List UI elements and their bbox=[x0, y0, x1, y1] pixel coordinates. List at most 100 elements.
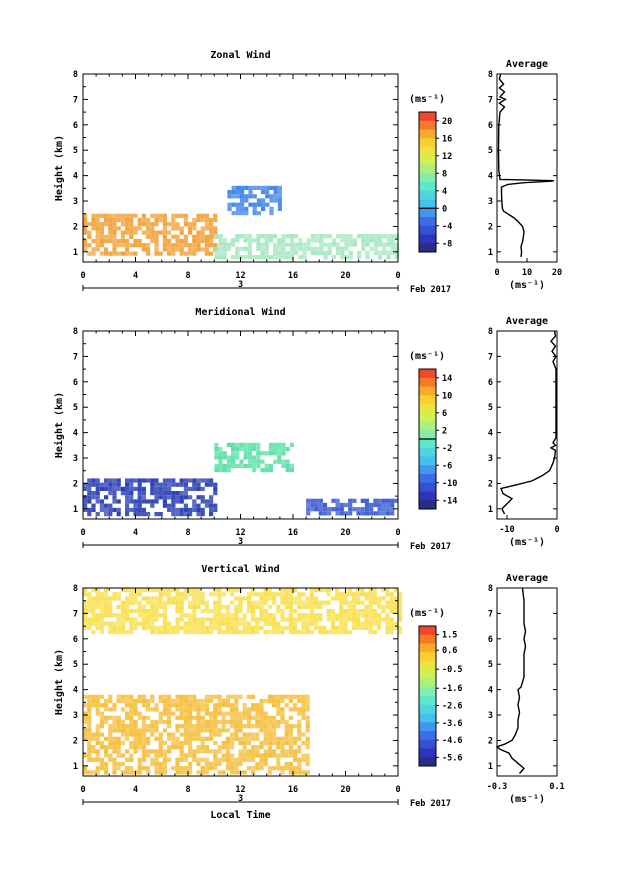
heatmap-cell bbox=[318, 511, 323, 516]
heatmap-cell bbox=[129, 753, 134, 758]
heatmap-cell bbox=[356, 511, 361, 516]
heatmap-cell bbox=[246, 621, 251, 626]
heatmap-cell bbox=[192, 625, 197, 630]
heatmap-cell bbox=[373, 502, 378, 508]
heatmap-cell bbox=[175, 617, 180, 622]
heatmap-cell bbox=[154, 600, 159, 605]
heatmap-cell bbox=[214, 246, 219, 251]
heatmap-cell bbox=[365, 242, 370, 247]
heatmap-cell bbox=[256, 202, 261, 207]
heatmap-cell bbox=[264, 468, 269, 473]
heatmap-cell bbox=[91, 745, 96, 750]
heatmap-cell bbox=[238, 728, 243, 733]
heatmap-cell bbox=[381, 588, 386, 593]
heatmap-cell bbox=[154, 703, 159, 708]
heatmap-cell bbox=[217, 609, 222, 614]
colorbar-segment bbox=[419, 439, 436, 449]
heatmap-cell bbox=[200, 499, 205, 504]
heatmap-cell bbox=[167, 230, 172, 235]
heatmap-cell bbox=[281, 238, 286, 243]
heatmap-cell bbox=[116, 724, 121, 729]
heatmap-cell bbox=[91, 238, 96, 244]
colorbar-segment bbox=[419, 386, 436, 396]
heatmap-cell bbox=[230, 766, 235, 771]
heatmap-cell bbox=[104, 707, 109, 712]
heatmap-cell bbox=[281, 442, 286, 447]
heatmap-cell bbox=[234, 711, 239, 716]
heatmap-cell bbox=[200, 507, 205, 512]
heatmap-cell bbox=[360, 600, 365, 605]
heatmap-cell bbox=[188, 621, 193, 626]
heatmap-cell bbox=[398, 600, 403, 605]
heatmap-cell bbox=[154, 749, 159, 754]
heatmap-cell bbox=[183, 588, 188, 593]
heatmap-cell bbox=[146, 512, 151, 517]
heatmap-cell bbox=[154, 596, 159, 601]
heatmap-cell bbox=[188, 588, 193, 593]
heatmap-cell bbox=[246, 707, 251, 712]
heatmap-cell bbox=[209, 724, 214, 729]
heatmap-cell bbox=[389, 625, 394, 630]
heatmap-cell bbox=[335, 596, 340, 601]
heatmap-cell bbox=[154, 251, 159, 256]
average-y-tick-label: 8 bbox=[488, 70, 493, 80]
heatmap-cell bbox=[298, 246, 303, 251]
heatmap-cell bbox=[129, 499, 134, 504]
heatmap-cell bbox=[309, 592, 314, 597]
heatmap-cell bbox=[213, 707, 218, 712]
heatmap-cell bbox=[268, 463, 273, 468]
heatmap-cell bbox=[95, 694, 100, 699]
heatmap-cell bbox=[167, 507, 172, 512]
heatmap-cell bbox=[95, 740, 100, 746]
heatmap-cell bbox=[133, 243, 138, 248]
heatmap-cell bbox=[133, 486, 138, 491]
heatmap-cell bbox=[242, 630, 247, 635]
heatmap-cell bbox=[390, 246, 395, 251]
heatmap-cell bbox=[378, 234, 383, 239]
heatmap-cell bbox=[222, 242, 227, 247]
y-tick-label: 1 bbox=[73, 248, 78, 258]
heatmap-cell bbox=[284, 719, 289, 725]
colorbar-segment bbox=[419, 404, 436, 414]
heatmap-region-1 bbox=[214, 234, 399, 260]
heatmap-cell bbox=[222, 468, 227, 473]
heatmap-cell bbox=[217, 749, 222, 754]
heatmap-cell bbox=[179, 711, 184, 716]
heatmap-cell bbox=[95, 604, 100, 609]
heatmap-cell bbox=[188, 592, 193, 597]
heatmap-cell bbox=[293, 621, 298, 626]
heatmap-cell bbox=[200, 217, 205, 223]
heatmap-cell bbox=[154, 482, 159, 487]
heatmap-cell bbox=[294, 234, 299, 239]
heatmap-cell bbox=[272, 698, 277, 704]
heatmap-cell bbox=[288, 617, 293, 622]
heatmap-cell bbox=[167, 243, 172, 248]
heatmap-cell bbox=[162, 694, 167, 699]
heatmap-cell bbox=[221, 621, 226, 626]
heatmap-cell bbox=[293, 753, 298, 758]
heatmap-cell bbox=[99, 499, 104, 504]
heatmap-cell bbox=[146, 617, 151, 622]
heatmap-cell bbox=[240, 190, 245, 195]
heatmap-cell bbox=[378, 242, 383, 247]
heatmap-cell bbox=[288, 596, 293, 601]
heatmap-cell bbox=[95, 736, 100, 741]
y-tick-label: 8 bbox=[73, 70, 78, 80]
heatmap-cell bbox=[234, 698, 239, 704]
heatmap-cell bbox=[297, 711, 302, 716]
heatmap-cell bbox=[95, 613, 100, 618]
heatmap-cell bbox=[336, 250, 341, 256]
heatmap-cell bbox=[372, 596, 377, 601]
heatmap-cell bbox=[137, 592, 142, 597]
heatmap-cell bbox=[243, 455, 248, 460]
heatmap-cell bbox=[125, 770, 130, 775]
heatmap-cell bbox=[154, 213, 159, 218]
heatmap-cell bbox=[112, 766, 117, 771]
heatmap-cell bbox=[310, 246, 315, 251]
heatmap-cell bbox=[221, 770, 226, 775]
heatmap-cell bbox=[133, 703, 138, 708]
heatmap-cell bbox=[204, 724, 209, 729]
heatmap-cell bbox=[125, 499, 130, 504]
heatmap-cell bbox=[192, 707, 197, 712]
colorbar-segment bbox=[419, 731, 436, 741]
